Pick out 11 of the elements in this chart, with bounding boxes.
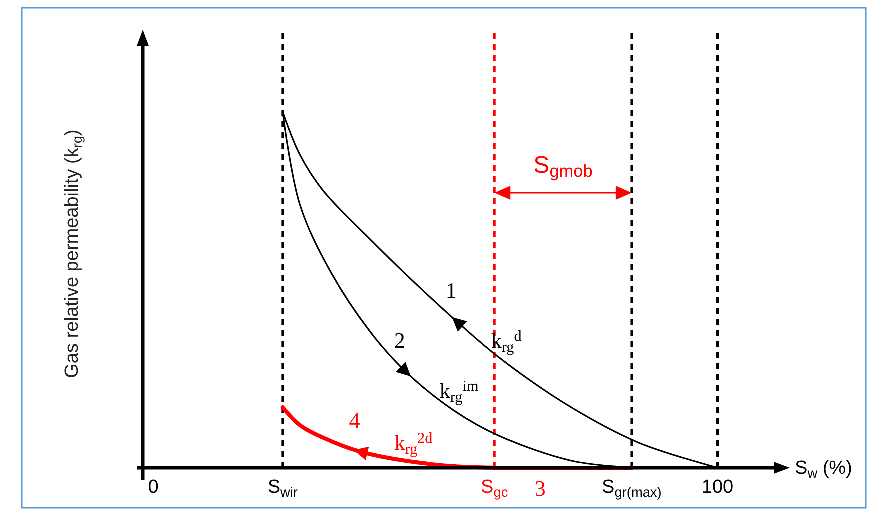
x-tick-label: 0 <box>148 477 159 498</box>
x-tick-label: 100 <box>702 477 734 498</box>
x-tick-label: S$_{wir}$ <box>268 477 298 500</box>
annotation: 2 <box>394 328 406 353</box>
annotation: S$_{gmob}$ <box>534 152 593 182</box>
x-tick-label: S$_{gr(max)}$ <box>602 477 662 500</box>
x-axis-title: S$_{w}$ (%) <box>795 458 852 480</box>
annotation: 4 <box>349 408 360 433</box>
annotation: 3 <box>534 476 546 501</box>
annotation: 1 <box>446 278 457 304</box>
x-tick-label: S$_{gc}$ <box>481 477 508 500</box>
